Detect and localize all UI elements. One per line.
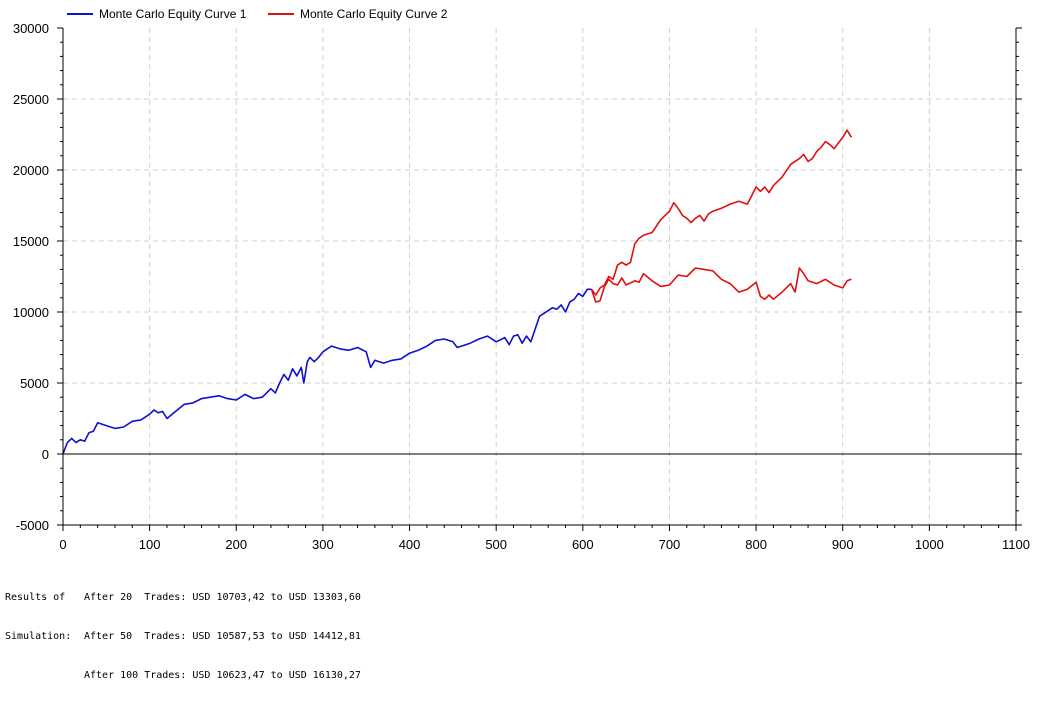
- grid-lines: [63, 28, 1016, 525]
- y-tick-label: 15000: [13, 234, 49, 249]
- results-row-20: After 20 Trades: USD 10703,42 to USD 133…: [84, 592, 361, 603]
- results-rows: After 20 Trades: USD 10703,42 to USD 133…: [84, 565, 361, 708]
- x-tick-label: 100: [139, 537, 161, 552]
- y-tick-label: 20000: [13, 163, 49, 178]
- series-line-2: [590, 129, 853, 296]
- axes: [57, 27, 1022, 531]
- results-label: Results of Simulation:: [5, 565, 71, 669]
- x-tick-label: 700: [659, 537, 681, 552]
- x-tick-label: 800: [745, 537, 767, 552]
- legend-label: Monte Carlo Equity Curve 1: [99, 7, 247, 21]
- results-row-100: After 100 Trades: USD 10623,47 to USD 16…: [84, 670, 361, 681]
- simulation-results: Results of Simulation: After 20 Trades: …: [5, 565, 361, 681]
- x-tick-label: 1100: [1002, 537, 1030, 552]
- y-tick-label: 10000: [13, 305, 49, 320]
- x-tick-label: 0: [59, 537, 66, 552]
- x-tick-label: 300: [312, 537, 334, 552]
- series-line-1: [62, 288, 592, 455]
- x-tick-label: 600: [572, 537, 594, 552]
- series-line-3: [590, 267, 852, 303]
- y-tick-label: 25000: [13, 92, 49, 107]
- x-tick-label: 400: [399, 537, 421, 552]
- results-label-line1: Results of: [5, 592, 66, 603]
- y-tick-label: 30000: [13, 21, 49, 36]
- legend-label: Monte Carlo Equity Curve 2: [300, 7, 448, 21]
- x-tick-label: 500: [485, 537, 507, 552]
- results-row-50: After 50 Trades: USD 10587,53 to USD 144…: [84, 631, 361, 642]
- tick-labels: 0 100 200 300 400 500 600 700 800 900 1000 1100 -500…: [13, 21, 1030, 552]
- series-lines: [62, 129, 853, 455]
- equity-chart: 0 100 200 300 400 500 600 700 800 900 1000 1100 -500…: [13, 7, 1030, 552]
- results-label-line2: Simulation:: [5, 631, 72, 642]
- legend: Monte Carlo Equity Curve 1 Monte Carlo Eq…: [67, 7, 448, 21]
- x-tick-label: 1000: [915, 537, 944, 552]
- y-tick-label: -5000: [16, 518, 49, 533]
- y-tick-label: 5000: [20, 376, 49, 391]
- x-tick-label: 200: [225, 537, 247, 552]
- y-tick-label: 0: [42, 447, 49, 462]
- x-tick-label: 900: [832, 537, 854, 552]
